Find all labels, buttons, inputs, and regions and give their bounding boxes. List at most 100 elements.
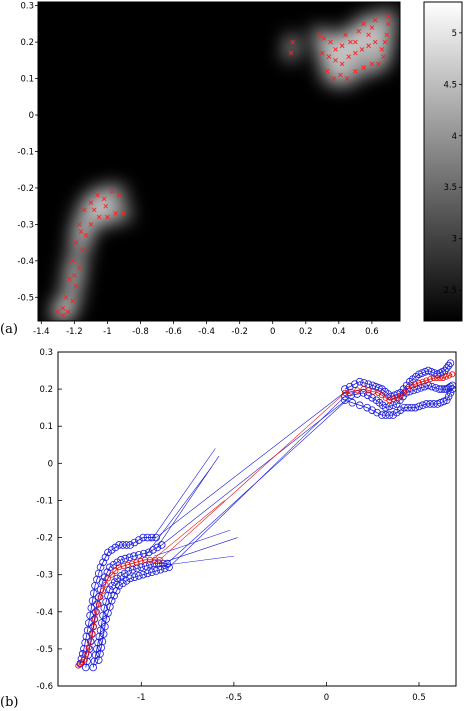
trajectory-point	[89, 631, 96, 638]
trajectory-point	[110, 591, 118, 600]
trajectory-point	[448, 381, 456, 390]
y-tick-label: -0.4	[36, 608, 53, 618]
trajectory-point	[341, 392, 349, 401]
x-marker	[321, 36, 327, 41]
y-tick-label: -0.1	[36, 496, 53, 506]
trajectory-point	[392, 408, 401, 417]
trajectory-point	[396, 406, 405, 414]
y-tick-label: -0.1	[17, 147, 34, 157]
trajectory-point	[441, 366, 449, 375]
y-tick-label: -0.5	[17, 293, 34, 303]
x-marker	[65, 309, 71, 315]
heatmap-markers	[55, 14, 391, 318]
y-tick-label: -0.3	[36, 571, 53, 581]
trajectory-point	[133, 559, 140, 566]
trajectory-point	[418, 401, 427, 409]
connector-line	[150, 448, 216, 542]
trajectory-point	[147, 568, 156, 576]
x-marker	[77, 265, 82, 271]
trajectory-point	[125, 553, 134, 562]
x-marker	[344, 76, 350, 81]
trajectory-point	[104, 548, 112, 557]
heatmap-frame	[37, 1, 401, 322]
trajectory-point	[83, 626, 92, 635]
x-marker	[338, 72, 343, 78]
trajectory-point	[446, 359, 455, 367]
trajectory-point	[386, 397, 393, 404]
trajectory-point	[96, 650, 104, 658]
trajectory-point	[101, 573, 109, 581]
connector-line	[159, 537, 238, 564]
x-marker	[353, 68, 358, 74]
x-marker	[343, 32, 348, 38]
trajectory-point	[427, 376, 434, 383]
trajectory-point	[118, 579, 127, 588]
colorbar-tick-label: 2.5	[443, 286, 457, 296]
trajectory-point	[126, 574, 134, 583]
trajectory-point	[408, 382, 415, 389]
trajectory-point	[126, 541, 134, 549]
x-marker	[95, 192, 100, 198]
x-marker	[366, 32, 371, 38]
connector-line	[154, 529, 231, 557]
x-marker	[348, 39, 353, 45]
trajectory-point	[81, 638, 89, 647]
trajectory-point	[83, 650, 90, 657]
trajectory-point	[97, 643, 105, 652]
trajectory-point	[444, 384, 453, 392]
trajectory-point	[422, 400, 431, 408]
x-marker	[361, 65, 366, 70]
trajectory-point	[93, 608, 100, 615]
x-tick-label: -1	[103, 327, 111, 337]
x-marker	[110, 189, 115, 194]
trajectory-point	[341, 396, 349, 405]
trajectory-point	[444, 361, 453, 370]
trajectory-point	[122, 541, 131, 549]
x-marker	[101, 196, 107, 202]
trajectory-point	[363, 403, 371, 412]
trajectory-point	[146, 560, 154, 569]
y-tick-label: 0	[29, 111, 34, 121]
trajectory-point	[135, 551, 143, 559]
trajectory-point	[389, 411, 397, 419]
y-tick-label: -0.6	[36, 682, 53, 692]
x-marker	[339, 61, 345, 67]
y-tick-label: -0.5	[36, 645, 53, 655]
x-marker	[63, 294, 69, 300]
trajectory-point	[135, 572, 143, 580]
trajectory-point	[440, 374, 447, 381]
x-marker	[339, 43, 345, 49]
trajectory-point	[143, 569, 152, 578]
trajectory-point	[449, 371, 456, 378]
colorbar-tick-label: 4.5	[443, 80, 457, 90]
x-tick-label: 0.4	[332, 327, 346, 337]
trajectory-point	[415, 379, 422, 386]
trajectory-point	[402, 389, 410, 397]
x-marker	[91, 207, 97, 213]
trajectory-point	[86, 611, 94, 620]
trajectory-point	[143, 533, 152, 542]
x-tick-label: -0.8	[132, 327, 149, 337]
trajectory-point	[89, 589, 98, 598]
trajectory-point	[109, 560, 118, 569]
colorbar	[423, 1, 463, 322]
trajectory-point	[107, 546, 116, 554]
trajectory-point	[80, 657, 87, 664]
trajectory-point	[137, 558, 144, 565]
trajectory-point	[88, 596, 97, 605]
x-tick-label: 0	[324, 693, 329, 703]
colorbar-tick-label: 5	[452, 29, 457, 39]
x-marker	[121, 211, 127, 216]
x-marker	[83, 233, 89, 238]
x-marker	[331, 76, 337, 81]
x-marker	[369, 61, 375, 67]
trajectory-line	[344, 388, 453, 416]
trajectory-point	[346, 382, 354, 391]
trajectory-point	[348, 388, 355, 395]
trajectory-point	[401, 389, 408, 396]
x-marker	[359, 47, 365, 52]
trajectory-point	[85, 619, 93, 627]
trajectory-point	[419, 378, 426, 385]
y-tick-label: -0.2	[17, 184, 34, 194]
trajectory-point	[99, 630, 108, 638]
